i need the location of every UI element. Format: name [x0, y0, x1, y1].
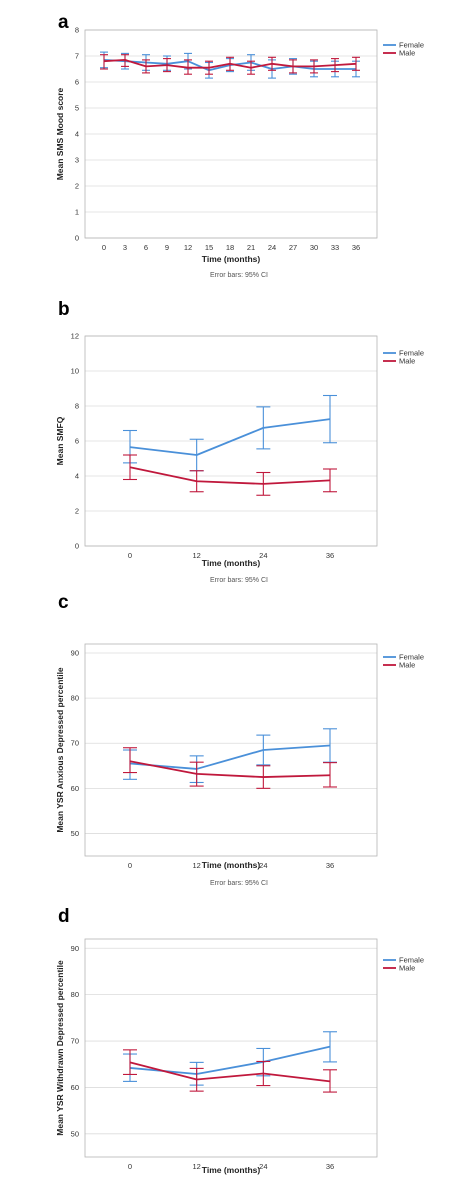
x-tick-label: 9 — [165, 243, 169, 252]
x-tick-label: 0 — [128, 551, 132, 560]
y-tick-label: 6 — [75, 437, 79, 446]
series-female — [123, 728, 337, 784]
y-axis-title: Mean SMS Mood score — [55, 87, 65, 180]
error-bar-note: Error bars: 95% CI — [210, 577, 268, 584]
series-line-male — [103, 59, 357, 69]
series-male — [100, 54, 360, 75]
x-tick-label: 36 — [326, 861, 334, 870]
legend-label-male: Male — [399, 49, 415, 58]
x-tick-label: 36 — [352, 243, 360, 252]
legend-label-male: Male — [399, 661, 415, 670]
x-tick-label: 18 — [226, 243, 234, 252]
series-line-female — [129, 744, 331, 770]
legend-label-female: Female — [399, 41, 424, 50]
legend-label-male: Male — [399, 357, 415, 366]
x-tick-label: 12 — [192, 861, 200, 870]
y-tick-label: 0 — [75, 542, 79, 551]
y-tick-label: 12 — [71, 332, 79, 341]
x-tick-label: 0 — [102, 243, 106, 252]
y-tick-label: 80 — [71, 990, 79, 999]
y-tick-label: 6 — [75, 78, 79, 87]
x-tick-label: 24 — [268, 243, 276, 252]
y-tick-label: 90 — [71, 649, 79, 658]
y-tick-label: 70 — [71, 739, 79, 748]
x-tick-label: 21 — [247, 243, 255, 252]
x-tick-label: 6 — [144, 243, 148, 252]
series-line-male — [129, 1061, 331, 1083]
y-tick-label: 4 — [75, 472, 79, 481]
x-tick-label: 24 — [259, 861, 267, 870]
y-tick-label: 4 — [75, 130, 79, 139]
series-line-female — [129, 418, 331, 456]
panel-letter: d — [58, 906, 70, 927]
x-tick-label: 0 — [128, 1162, 132, 1171]
x-axis-title: Time (months) — [202, 860, 261, 870]
x-axis-title: Time (months) — [202, 1165, 261, 1175]
y-tick-label: 50 — [71, 1129, 79, 1138]
y-tick-label: 50 — [71, 829, 79, 838]
y-tick-label: 3 — [75, 156, 79, 165]
y-tick-label: 60 — [71, 1083, 79, 1092]
x-tick-label: 36 — [326, 551, 334, 560]
x-tick-label: 12 — [192, 551, 200, 560]
error-bar-note: Error bars: 95% CI — [210, 272, 268, 279]
y-tick-label: 2 — [75, 182, 79, 191]
x-tick-label: 15 — [205, 243, 213, 252]
chart-panel-c: c 50 60 70 80 90 0 12 24 36 Time (months) Mean YSR … — [55, 592, 424, 887]
x-tick-label: 12 — [192, 1162, 200, 1171]
y-tick-label: 80 — [71, 694, 79, 703]
y-tick-label: 2 — [75, 507, 79, 516]
series-female — [123, 394, 337, 472]
x-tick-label: 33 — [331, 243, 339, 252]
plot-frame — [84, 643, 378, 857]
series-male — [123, 1049, 337, 1093]
y-tick-label: 5 — [75, 104, 79, 113]
x-tick-label: 24 — [259, 551, 267, 560]
y-tick-label: 10 — [71, 367, 79, 376]
plot-frame — [84, 335, 378, 547]
panel-letter: a — [58, 12, 69, 33]
series-line-male — [129, 760, 331, 778]
y-tick-label: 90 — [71, 944, 79, 953]
series-line-male — [129, 466, 331, 485]
panel-letter: c — [58, 592, 69, 613]
legend-label-female: Female — [399, 956, 424, 965]
y-tick-label: 0 — [75, 234, 79, 243]
x-tick-label: 24 — [259, 1162, 267, 1171]
x-tick-label: 12 — [184, 243, 192, 252]
series-male — [123, 454, 337, 496]
panel-letter: b — [58, 299, 70, 320]
x-tick-label: 30 — [310, 243, 318, 252]
plot-frame — [84, 938, 378, 1158]
x-axis-title: Time (months) — [202, 254, 261, 264]
chart-panel-d: d 50 60 70 80 90 0 12 24 36 Time (months) Mean YSR … — [55, 906, 424, 1175]
x-tick-label: 0 — [128, 861, 132, 870]
y-axis-title: Mean SMFQ — [55, 416, 65, 465]
x-tick-label: 3 — [123, 243, 127, 252]
y-tick-label: 70 — [71, 1037, 79, 1046]
error-bar-note: Error bars: 95% CI — [210, 880, 268, 887]
legend-label-female: Female — [399, 349, 424, 358]
y-axis-title: Mean YSR Withdrawn Depressed percentile — [55, 960, 65, 1136]
y-tick-label: 8 — [75, 26, 79, 35]
legend-label-female: Female — [399, 653, 424, 662]
x-axis-title: Time (months) — [202, 558, 261, 568]
series-male — [123, 747, 337, 789]
y-tick-label: 60 — [71, 784, 79, 793]
y-tick-label: 1 — [75, 208, 79, 217]
plot-frame — [84, 29, 378, 239]
y-tick-label: 8 — [75, 402, 79, 411]
legend-label-male: Male — [399, 964, 415, 973]
x-tick-label: 36 — [326, 1162, 334, 1171]
y-axis-title: Mean YSR Anxious Depressed percentile — [55, 667, 65, 833]
x-tick-label: 27 — [289, 243, 297, 252]
y-tick-label: 7 — [75, 52, 79, 61]
